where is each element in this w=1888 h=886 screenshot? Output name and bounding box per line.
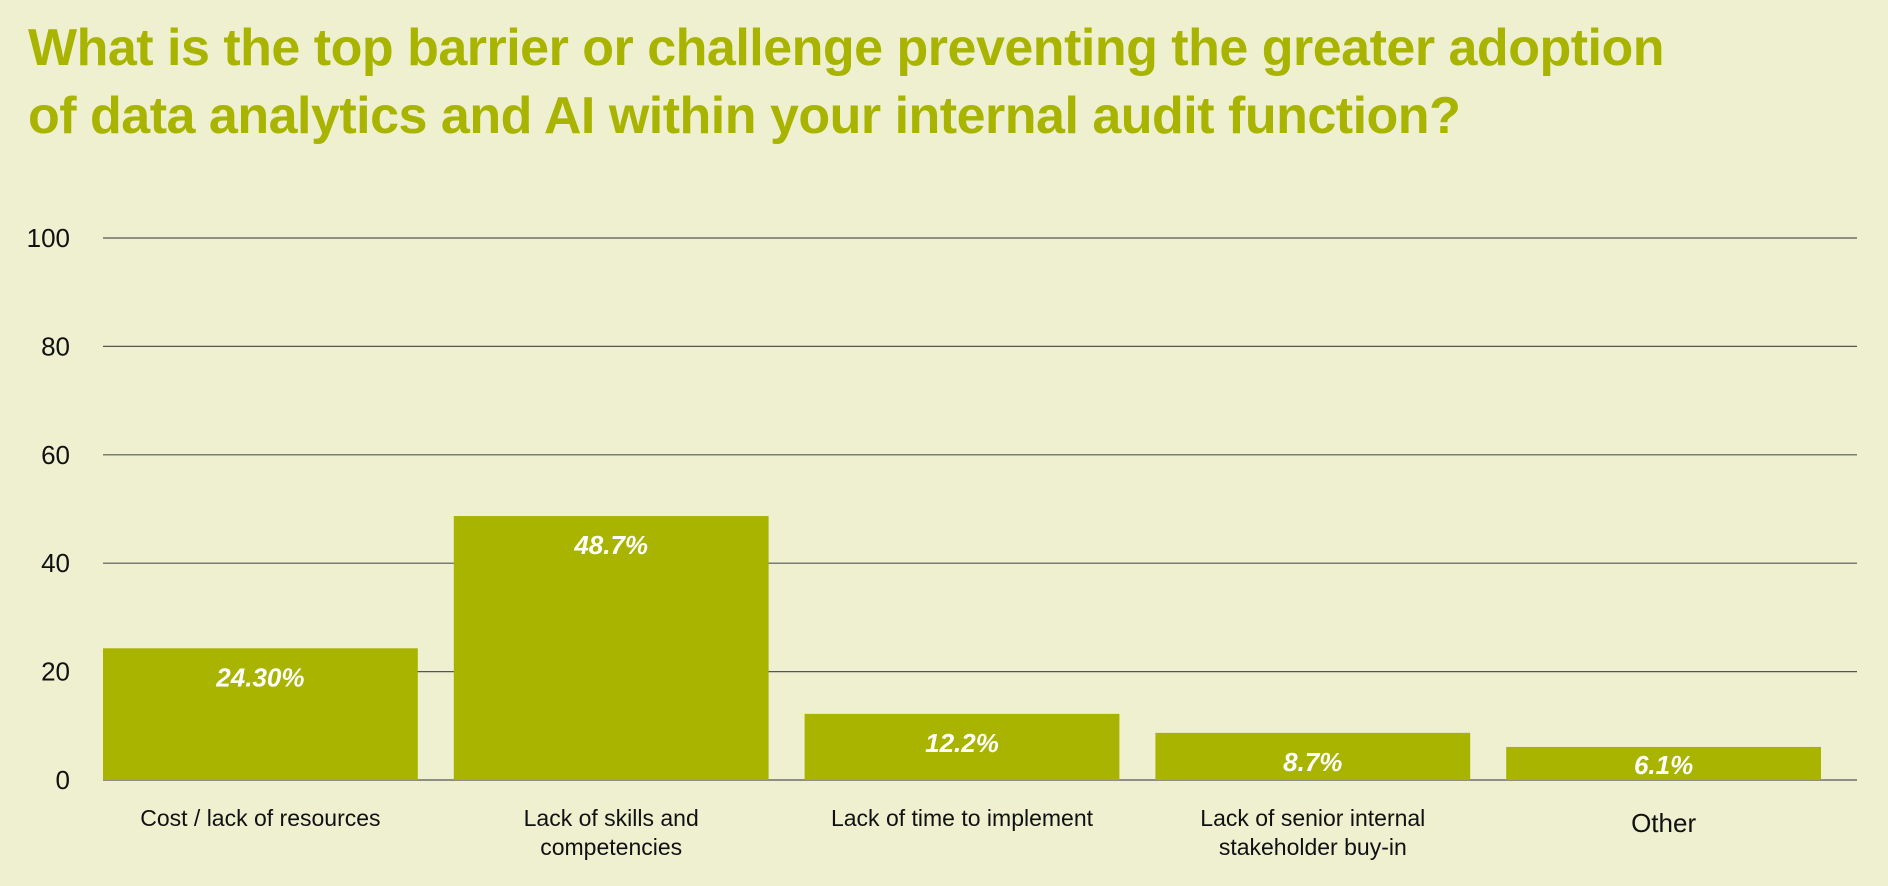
data-label: 12.2% [925,728,999,758]
bars: 24.30% 48.7% 12.2% 8.7% 6.1% [103,516,1821,780]
y-tick-label: 40 [41,548,70,578]
data-label: 6.1% [1634,750,1693,780]
chart-title-line-1: What is the top barrier or challenge pre… [28,19,1665,77]
y-tick-label: 80 [41,331,70,361]
data-label: 24.30% [215,662,304,692]
x-tick-label: Cost / lack of resources [140,805,380,831]
bar [453,516,769,780]
y-tick-label: 60 [41,440,70,470]
x-tick-label: competencies [540,834,682,860]
x-tick-label: Lack of senior internal [1200,805,1425,831]
x-tick-label: stakeholder buy-in [1219,834,1407,860]
chart-title: What is the top barrier or challenge pre… [28,14,1808,150]
data-label: 48.7% [573,530,648,560]
x-tick-label: Other [1631,808,1696,838]
x-axis: Cost / lack of resources Lack of skills a… [140,805,1696,860]
data-label: 8.7% [1283,747,1342,777]
x-tick-label: Lack of skills and [524,805,699,831]
bar [1155,732,1471,780]
bar [1506,746,1821,780]
y-tick-label: 0 [56,765,70,795]
y-tick-label: 100 [27,223,70,253]
y-axis: 0 20 40 60 80 100 [27,223,70,795]
bar [103,648,418,780]
y-tick-label: 20 [41,657,70,687]
bar [804,713,1120,780]
x-tick-label: Lack of time to implement [831,805,1094,831]
chart-title-line-2: of data analytics and AI within your int… [28,87,1461,145]
